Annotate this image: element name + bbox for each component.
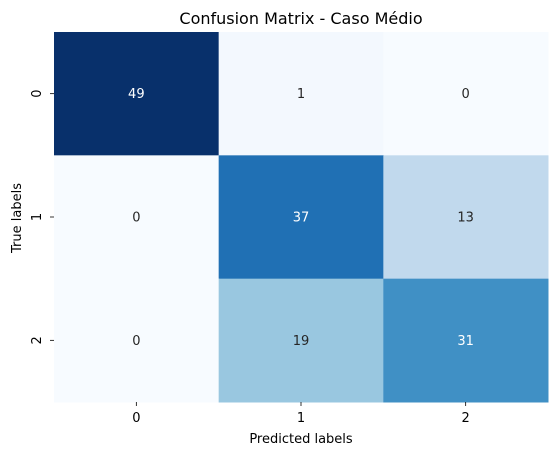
x-tick-label-1: 1: [297, 411, 305, 426]
cell-value-label-r0-c1: 1: [297, 87, 305, 102]
x-tick-label-2: 2: [462, 411, 470, 426]
chart-title: Confusion Matrix - Caso Médio: [179, 9, 422, 28]
cell-value-label-r0-c0: 49: [128, 87, 145, 102]
cell-value-label-r1-c1: 37: [293, 211, 310, 226]
y-axis-label: True labels: [10, 183, 25, 254]
y-axis: 0 1 2: [30, 90, 54, 344]
heatmap-cell-r2-c1: [218, 278, 384, 403]
x-tick-label-0: 0: [132, 411, 140, 426]
y-tick-label-1: 1: [30, 213, 45, 221]
heatmap-cell-r0-c1: [218, 32, 384, 156]
heatmap-cell-r0-c0: [54, 32, 220, 156]
cell-value-label-r0-c2: 0: [462, 87, 470, 102]
x-axis-label: Predicted labels: [249, 432, 353, 447]
heatmap-cell-r2-c2: [383, 278, 549, 403]
cell-value-label-r2-c1: 19: [293, 334, 310, 349]
heatmap-cells: [54, 32, 549, 403]
heatmap-cell-labels: 49 1 0 0 37 13 0 19 31: [128, 87, 474, 349]
y-tick-label-0: 0: [30, 90, 45, 98]
heatmap-cell-r0-c2: [383, 32, 549, 156]
heatmap-cell-r1-c0: [54, 155, 220, 280]
y-tick-label-2: 2: [30, 336, 45, 344]
heatmap-cell-r1-c1: [218, 155, 384, 280]
cell-value-label-r2-c0: 0: [132, 334, 140, 349]
cell-value-label-r2-c2: 31: [457, 334, 474, 349]
x-axis: 0 1 2: [132, 402, 470, 426]
heatmap-cell-r2-c0: [54, 278, 220, 403]
cell-value-label-r1-c2: 13: [457, 211, 474, 226]
heatmap-cell-r1-c2: [383, 155, 549, 280]
cell-value-label-r1-c0: 0: [132, 211, 140, 226]
